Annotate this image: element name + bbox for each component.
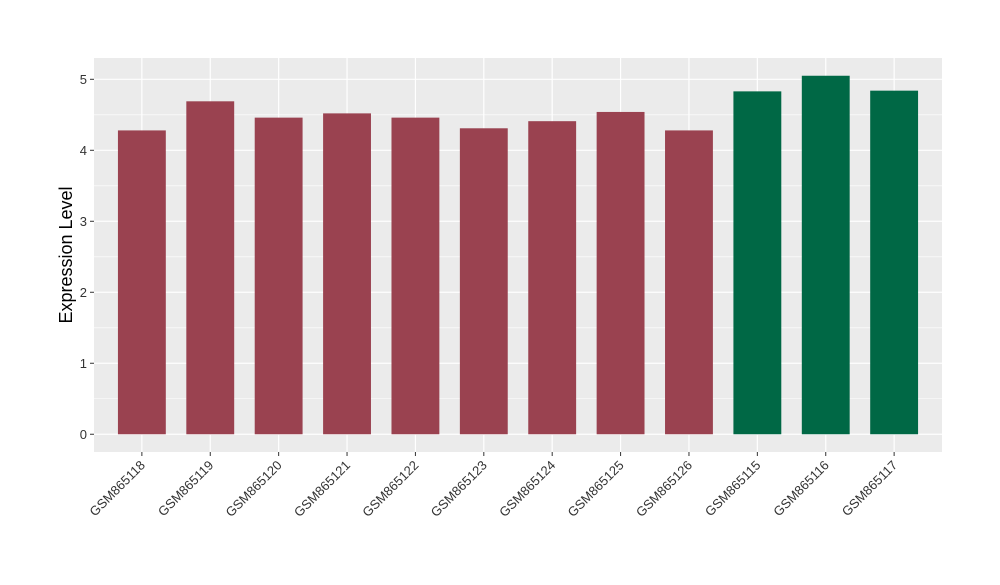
x-tick-label: GSM865123 (428, 458, 490, 520)
bar (323, 113, 371, 435)
y-axis: 0 1 2 3 4 5 (80, 72, 94, 442)
x-tick-label: GSM865119 (155, 458, 217, 520)
x-tick-label: GSM865117 (839, 458, 901, 520)
bar (459, 128, 508, 435)
bar (117, 130, 166, 435)
bar (186, 101, 235, 435)
x-tick-label: GSM865116 (770, 458, 832, 520)
bar (391, 117, 440, 435)
x-tick-label: GSM865124 (496, 458, 558, 520)
y-tick-label: 4 (80, 143, 87, 158)
bar (870, 90, 919, 435)
y-axis-label: Expression Level (56, 186, 76, 323)
y-tick-label: 0 (80, 427, 87, 442)
x-tick-label: GSM865126 (633, 458, 695, 520)
x-tick-label: GSM865115 (702, 458, 764, 520)
bar (665, 130, 713, 435)
x-tick-label: GSM865120 (223, 458, 285, 520)
bar (528, 121, 577, 435)
plot-panel (94, 58, 942, 452)
bars (117, 75, 919, 435)
bar (801, 75, 850, 435)
x-tick-label: GSM865121 (291, 458, 353, 520)
bar (733, 91, 782, 435)
y-tick-label: 3 (80, 214, 87, 229)
y-tick-label: 1 (80, 356, 87, 371)
y-tick-label: 2 (80, 285, 87, 300)
x-axis: GSM865118 GSM865119 GSM865120 GSM865121 GSM8… (86, 452, 900, 520)
x-tick-label: GSM865118 (86, 458, 148, 520)
bar (254, 117, 303, 435)
x-tick-label: GSM865122 (359, 458, 421, 520)
minor-gridlines (94, 114, 942, 400)
x-tick-label: GSM865125 (564, 458, 626, 520)
y-tick-label: 5 (80, 72, 87, 87)
bar (596, 111, 645, 435)
